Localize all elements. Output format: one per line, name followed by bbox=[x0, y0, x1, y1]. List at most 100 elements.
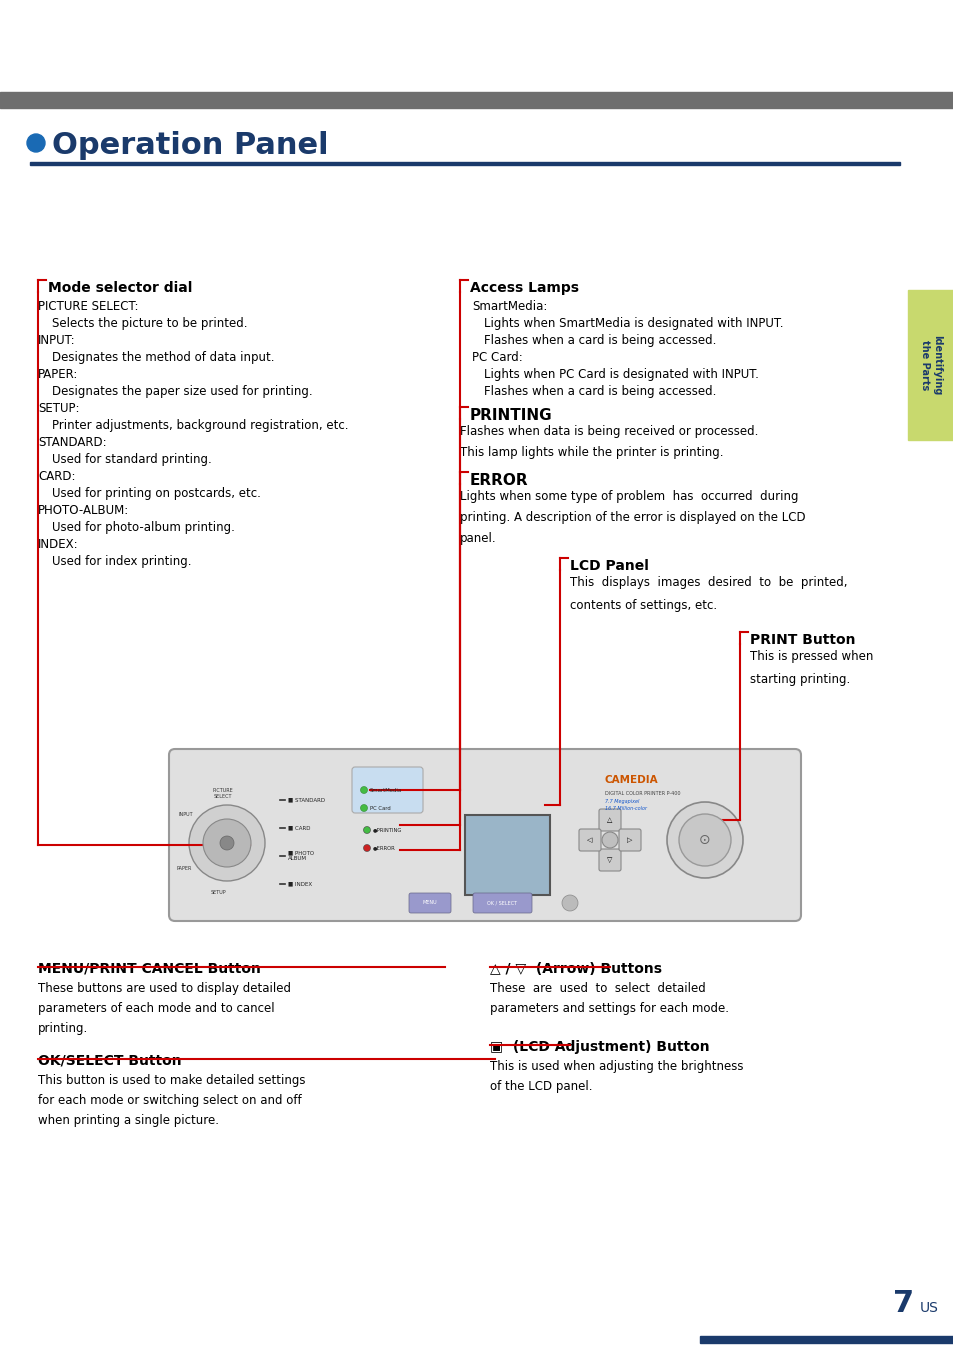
Text: Lights when SmartMedia is designated with INPUT.: Lights when SmartMedia is designated wit… bbox=[483, 317, 782, 330]
Text: PICTURE SELECT:: PICTURE SELECT: bbox=[38, 301, 138, 313]
Text: 7.7 Megapixel: 7.7 Megapixel bbox=[604, 799, 639, 803]
Text: This lamp lights while the printer is printing.: This lamp lights while the printer is pr… bbox=[459, 446, 722, 460]
Text: LCD Panel: LCD Panel bbox=[569, 559, 648, 573]
Text: printing. A description of the error is displayed on the LCD: printing. A description of the error is … bbox=[459, 511, 804, 524]
Text: △ / ▽  (Arrow) Buttons: △ / ▽ (Arrow) Buttons bbox=[490, 962, 661, 976]
Circle shape bbox=[679, 814, 730, 865]
Text: △: △ bbox=[607, 817, 612, 824]
Text: ▣  (LCD Adjustment) Button: ▣ (LCD Adjustment) Button bbox=[490, 1041, 709, 1054]
FancyBboxPatch shape bbox=[409, 892, 451, 913]
Circle shape bbox=[220, 836, 233, 851]
Text: PC Card:: PC Card: bbox=[472, 350, 522, 364]
Text: This button is used to make detailed settings: This button is used to make detailed set… bbox=[38, 1074, 305, 1086]
Bar bbox=[30, 162, 899, 164]
Text: parameters and settings for each mode.: parameters and settings for each mode. bbox=[490, 1002, 728, 1015]
Text: Flashes when data is being received or processed.: Flashes when data is being received or p… bbox=[459, 425, 758, 438]
Text: CAMEDIA: CAMEDIA bbox=[604, 775, 658, 785]
Text: ⊙: ⊙ bbox=[699, 833, 710, 847]
Text: ■ CARD: ■ CARD bbox=[288, 825, 310, 830]
Text: starting printing.: starting printing. bbox=[749, 673, 849, 686]
Text: ●ERROR: ●ERROR bbox=[373, 845, 395, 851]
Text: Flashes when a card is being accessed.: Flashes when a card is being accessed. bbox=[483, 334, 716, 346]
Text: These  are  used  to  select  detailed: These are used to select detailed bbox=[490, 981, 705, 995]
FancyBboxPatch shape bbox=[618, 829, 640, 851]
Text: ●PRINTING: ●PRINTING bbox=[373, 828, 402, 833]
Text: SETUP: SETUP bbox=[211, 890, 226, 895]
Text: This is pressed when: This is pressed when bbox=[749, 650, 872, 663]
Text: ◁: ◁ bbox=[587, 837, 592, 842]
Text: SmartMedia:: SmartMedia: bbox=[472, 301, 547, 313]
Circle shape bbox=[561, 895, 578, 911]
Text: Used for index printing.: Used for index printing. bbox=[52, 555, 192, 568]
Text: contents of settings, etc.: contents of settings, etc. bbox=[569, 599, 717, 612]
Bar bbox=[907, 290, 953, 439]
Text: when printing a single picture.: when printing a single picture. bbox=[38, 1113, 219, 1127]
FancyBboxPatch shape bbox=[578, 829, 600, 851]
Circle shape bbox=[360, 805, 367, 811]
Text: CARD:: CARD: bbox=[38, 470, 75, 483]
Text: printing.: printing. bbox=[38, 1022, 89, 1035]
Text: ▷: ▷ bbox=[627, 837, 632, 842]
Text: Lights when some type of problem  has  occurred  during: Lights when some type of problem has occ… bbox=[459, 491, 798, 503]
Text: Used for photo-album printing.: Used for photo-album printing. bbox=[52, 520, 234, 534]
Text: ▽: ▽ bbox=[607, 857, 612, 863]
Bar bbox=[464, 816, 550, 895]
Text: PAPER: PAPER bbox=[175, 865, 192, 871]
Text: OK / SELECT: OK / SELECT bbox=[486, 900, 517, 906]
Text: Lights when PC Card is designated with INPUT.: Lights when PC Card is designated with I… bbox=[483, 368, 758, 381]
FancyBboxPatch shape bbox=[169, 749, 801, 921]
Text: SmartMedia: SmartMedia bbox=[370, 787, 402, 793]
Text: INPUT:: INPUT: bbox=[38, 334, 75, 346]
Text: Designates the paper size used for printing.: Designates the paper size used for print… bbox=[52, 386, 313, 398]
Text: ■ INDEX: ■ INDEX bbox=[288, 882, 312, 887]
Circle shape bbox=[360, 786, 367, 794]
Text: PRINT Button: PRINT Button bbox=[749, 634, 855, 647]
Text: PRINTING: PRINTING bbox=[470, 408, 552, 423]
Circle shape bbox=[363, 826, 370, 833]
Text: ERROR: ERROR bbox=[470, 473, 528, 488]
Text: These buttons are used to display detailed: These buttons are used to display detail… bbox=[38, 981, 291, 995]
Text: Used for printing on postcards, etc.: Used for printing on postcards, etc. bbox=[52, 487, 260, 500]
Text: 7: 7 bbox=[892, 1289, 913, 1318]
FancyBboxPatch shape bbox=[352, 767, 422, 813]
Bar bbox=[700, 1336, 953, 1343]
Text: Flashes when a card is being accessed.: Flashes when a card is being accessed. bbox=[483, 386, 716, 398]
Text: This is used when adjusting the brightness: This is used when adjusting the brightne… bbox=[490, 1060, 742, 1073]
Circle shape bbox=[203, 820, 251, 867]
Text: This  displays  images  desired  to  be  printed,: This displays images desired to be print… bbox=[569, 576, 846, 589]
Text: MENU: MENU bbox=[422, 900, 436, 906]
FancyBboxPatch shape bbox=[598, 809, 620, 830]
Text: PHOTO-ALBUM:: PHOTO-ALBUM: bbox=[38, 504, 129, 518]
Text: OK/SELECT Button: OK/SELECT Button bbox=[38, 1054, 181, 1068]
Text: of the LCD panel.: of the LCD panel. bbox=[490, 1080, 592, 1093]
Text: 16.7 Million-color: 16.7 Million-color bbox=[604, 806, 646, 811]
Circle shape bbox=[363, 844, 370, 852]
Text: MENU/PRINT CANCEL Button: MENU/PRINT CANCEL Button bbox=[38, 962, 260, 976]
Text: for each mode or switching select on and off: for each mode or switching select on and… bbox=[38, 1095, 301, 1107]
Text: INPUT: INPUT bbox=[178, 811, 193, 817]
Text: Operation Panel: Operation Panel bbox=[52, 131, 328, 159]
Text: panel.: panel. bbox=[459, 532, 497, 545]
Text: Access Lamps: Access Lamps bbox=[470, 280, 578, 295]
Text: PICTURE
SELECT: PICTURE SELECT bbox=[213, 787, 233, 798]
Text: ■ STANDARD: ■ STANDARD bbox=[288, 798, 325, 802]
Text: INDEX:: INDEX: bbox=[38, 538, 78, 551]
Circle shape bbox=[601, 832, 618, 848]
Text: DIGITAL COLOR PRINTER P-400: DIGITAL COLOR PRINTER P-400 bbox=[604, 791, 679, 797]
Text: Selects the picture to be printed.: Selects the picture to be printed. bbox=[52, 317, 247, 330]
Text: US: US bbox=[919, 1301, 938, 1316]
Text: PC Card: PC Card bbox=[370, 806, 391, 810]
FancyBboxPatch shape bbox=[598, 849, 620, 871]
Bar bbox=[0, 92, 953, 108]
Text: PAPER:: PAPER: bbox=[38, 368, 78, 381]
Text: STANDARD:: STANDARD: bbox=[38, 435, 107, 449]
Text: Used for standard printing.: Used for standard printing. bbox=[52, 453, 212, 466]
FancyBboxPatch shape bbox=[473, 892, 532, 913]
Circle shape bbox=[27, 133, 45, 152]
Text: Identifying
the Parts: Identifying the Parts bbox=[920, 334, 941, 395]
Text: parameters of each mode and to cancel: parameters of each mode and to cancel bbox=[38, 1002, 274, 1015]
Text: ■ PHOTO
ALBUM: ■ PHOTO ALBUM bbox=[288, 851, 314, 861]
Circle shape bbox=[189, 805, 265, 882]
Text: Mode selector dial: Mode selector dial bbox=[48, 280, 193, 295]
Circle shape bbox=[666, 802, 742, 878]
